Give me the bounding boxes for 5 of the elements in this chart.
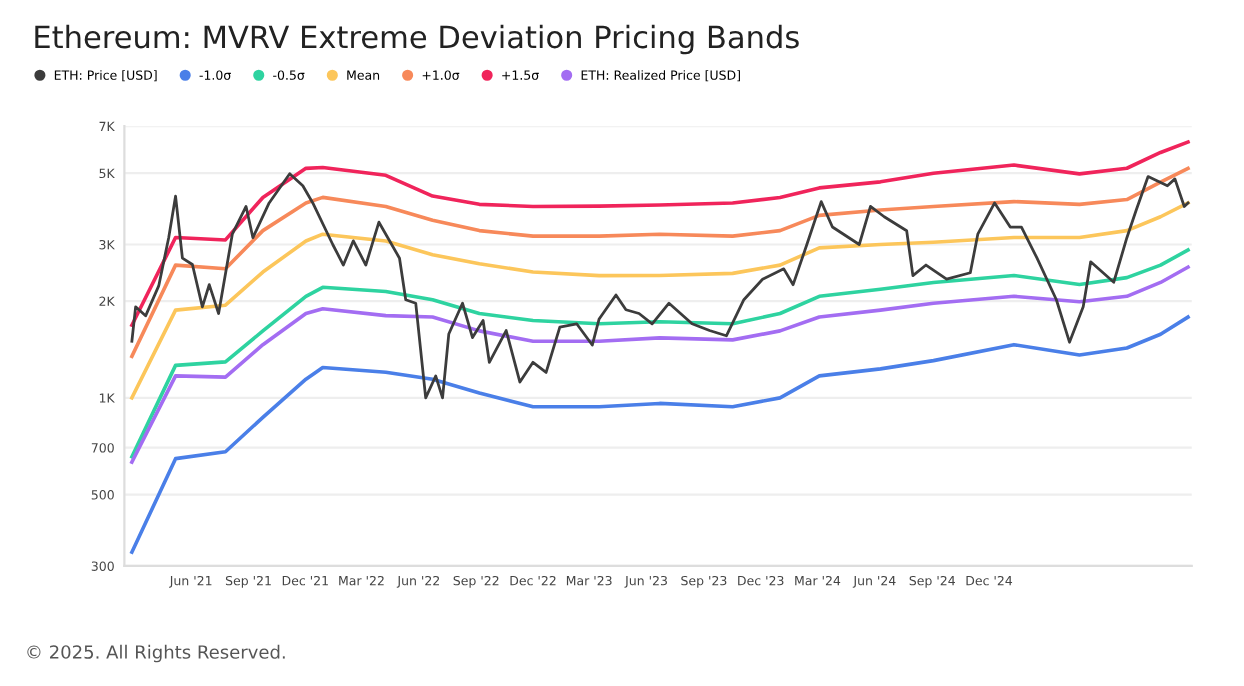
line-series (130, 166, 1190, 359)
line-series (130, 315, 1190, 555)
chart-title: Ethereum: MVRV Extreme Deviation Pricing Bands (35, 24, 799, 55)
line-series (130, 140, 1190, 328)
text: © 2025. All Rights Reserved. (27, 644, 285, 663)
